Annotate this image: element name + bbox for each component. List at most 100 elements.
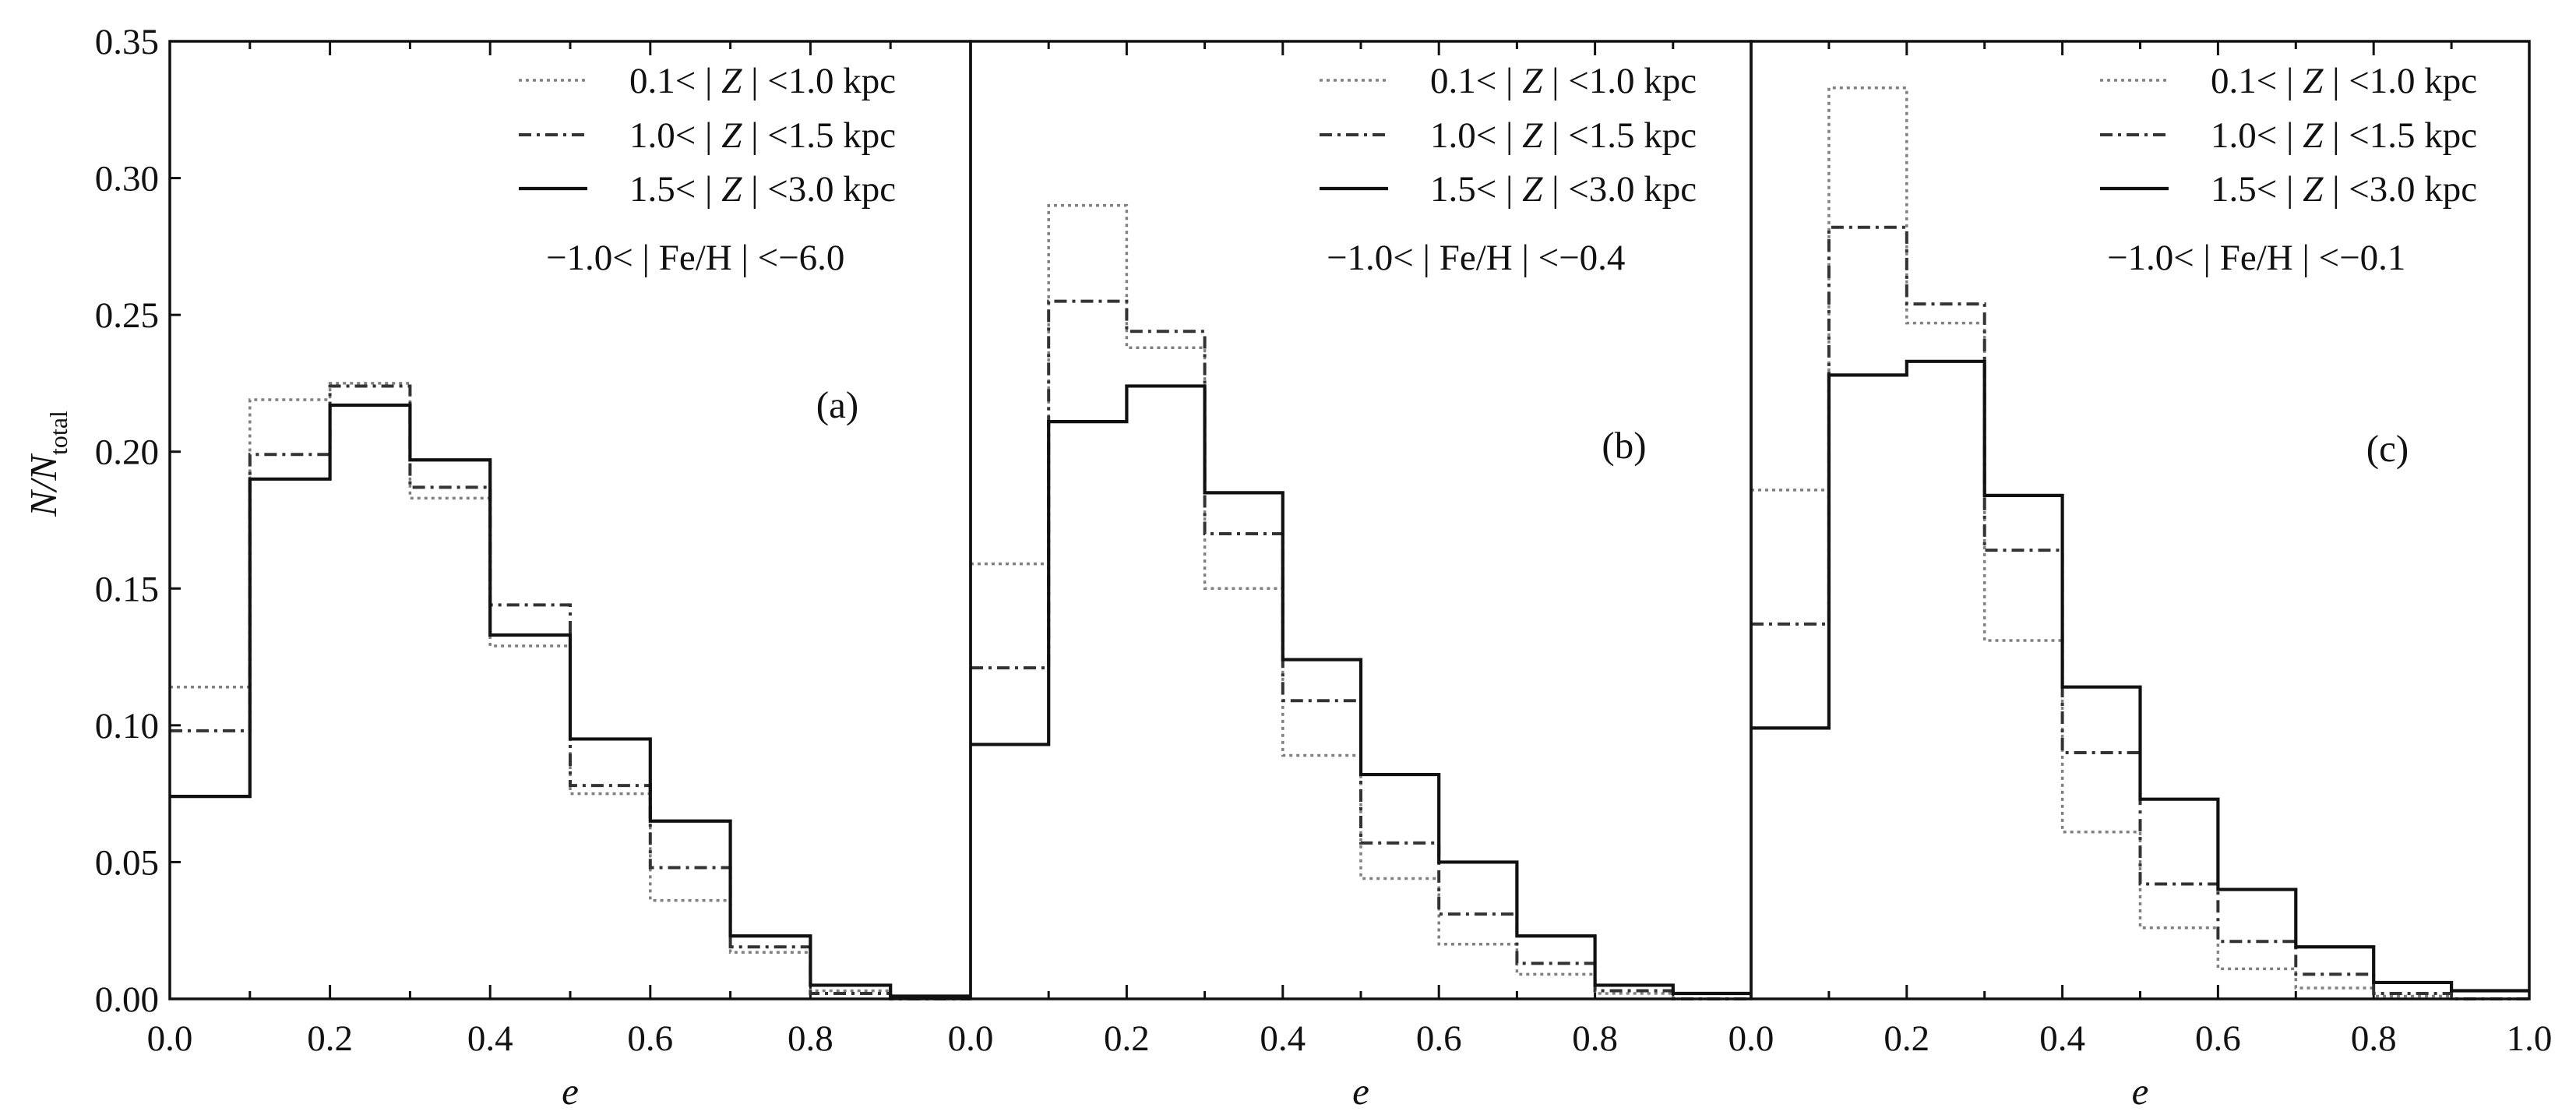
metallicity-part: <−0.1 <box>2319 238 2406 278</box>
legend-entry-part: 0.1< <box>2211 61 2277 101</box>
legend-entry-part: <3.0 kpc <box>2349 169 2477 210</box>
y-tick-label: 0.25 <box>95 295 159 336</box>
metallicity-part: −1.0< <box>546 238 633 278</box>
x-tick-label: 0.2 <box>1104 1018 1150 1059</box>
legend-entry-text: 1.0< | Z | <1.5 kpc <box>629 115 896 156</box>
metallicity-part: | <box>2194 238 2220 278</box>
histogram-step-series-3 <box>170 403 971 998</box>
metallicity-part: −1.0< <box>2107 238 2194 278</box>
legend-entry-text: 0.1< | Z | <1.0 kpc <box>2211 61 2477 101</box>
legend-entry-part: | <box>696 169 721 210</box>
panel-3 <box>1751 86 2529 1000</box>
metallicity-part: | <box>1513 238 1538 278</box>
legend-entry-part: <1.5 kpc <box>1568 115 1697 156</box>
x-tick-label: 0.6 <box>2195 1018 2241 1059</box>
legend-entry-part: <3.0 kpc <box>1568 169 1697 210</box>
legend-entry-part: | <box>742 115 767 156</box>
y-tick-label: 0.35 <box>95 22 159 62</box>
frames-layer <box>168 40 2531 1000</box>
metallicity-part: <−6.0 <box>758 238 845 278</box>
legend-entry-part: 0.1< <box>629 61 696 101</box>
panel-2 <box>971 203 1751 1000</box>
histogram-step-series-2 <box>971 299 1751 1000</box>
x-tick-label: 0.6 <box>1416 1018 1462 1059</box>
legend-entry-text: 0.1< | Z | <1.0 kpc <box>629 61 896 101</box>
legend-entry-part: <1.0 kpc <box>1568 61 1697 101</box>
legend-entry-part: 1.5< <box>629 169 696 210</box>
metallicity-part: <−0.4 <box>1538 238 1626 278</box>
legend-entry-part: | <box>2277 115 2303 156</box>
x-axis-title: e <box>1352 1070 1369 1113</box>
histogram-step-series-1 <box>1751 86 2529 1000</box>
x-tick-label: 0.4 <box>1260 1018 1306 1059</box>
legend-entry-part: | <box>742 61 767 101</box>
panel-label: (a) <box>816 383 858 426</box>
metallicity-part: | <box>1414 238 1440 278</box>
metallicity-part: −1.0< <box>1327 238 1414 278</box>
x-tick-label: 0.2 <box>1884 1018 1929 1059</box>
axes-layer <box>168 40 2531 1000</box>
x-tick-label: 0.4 <box>467 1018 513 1059</box>
legend-entry-part: | <box>696 115 721 156</box>
legend-entry-part: 1.0< <box>629 115 696 156</box>
legend-entry-part: Z <box>1522 61 1543 101</box>
y-tick-label: 0.30 <box>95 159 159 199</box>
metallicity-part: | <box>732 238 758 278</box>
legend-entry-part: Z <box>2303 115 2324 156</box>
x-tick-label: 0.4 <box>2039 1018 2085 1059</box>
y-axis-title-main: N/N <box>22 453 65 517</box>
y-tick-label: 0.00 <box>95 979 159 1020</box>
panel-1 <box>170 382 971 1000</box>
legend-entry-part: Z <box>721 169 742 210</box>
legend-entry-text: 1.0< | Z | <1.5 kpc <box>2211 115 2477 156</box>
legend-entry-part: | <box>2277 61 2303 101</box>
legend-entry-text: 1.0< | Z | <1.5 kpc <box>1430 115 1697 156</box>
legend-entry-part: 1.0< <box>1430 115 1496 156</box>
x-tick-label: 0.8 <box>2351 1018 2397 1059</box>
legend-entry-part: | <box>1496 169 1522 210</box>
histogram-steps-layer <box>170 86 2529 1000</box>
legend-entry-part: | <box>2323 61 2349 101</box>
metallicity-part: Fe/H <box>659 238 732 278</box>
legend-entry-text: 1.5< | Z | <3.0 kpc <box>1430 169 1697 210</box>
legend-entry-part: <1.5 kpc <box>767 115 896 156</box>
legend-entry-part: 1.5< <box>2211 169 2277 210</box>
legend-entry-part: Z <box>2303 169 2324 210</box>
metallicity-range-text: −1.0< | Fe/H | <−0.4 <box>1327 238 1625 278</box>
legend-entry-part: Z <box>1522 115 1543 156</box>
legend-entry-part: | <box>696 61 721 101</box>
legend-entry-part: <3.0 kpc <box>767 169 896 210</box>
legend-entry-part: | <box>742 169 767 210</box>
y-tick-label: 0.20 <box>95 432 159 473</box>
legend-entry-part: 0.1< <box>1430 61 1496 101</box>
x-tick-label: 0.0 <box>948 1018 994 1059</box>
labels-layer: 0.00 0.05 0.10 0.15 0.20 0.25 0.30 0.35 0.0 0.2 0.… <box>95 22 2553 1113</box>
y-axis-title: N/Ntotal <box>22 411 72 517</box>
metallicity-part: | <box>633 238 659 278</box>
legend-entry-part: | <box>2323 169 2349 210</box>
legend-entry-part: | <box>1542 115 1568 156</box>
histogram-step-series-2 <box>1751 225 2529 1000</box>
y-tick-label: 0.10 <box>95 706 159 746</box>
x-axis-title: e <box>2132 1070 2149 1113</box>
x-tick-label: 0.0 <box>1728 1018 1774 1059</box>
legend-entry-part: 1.5< <box>1430 169 1496 210</box>
legend-entry-part: | <box>2323 115 2349 156</box>
legend-entry-part: 1.0< <box>2211 115 2277 156</box>
metallicity-part: | <box>2293 238 2319 278</box>
legend-entry-part: <1.0 kpc <box>2349 61 2477 101</box>
histogram-step-series-1 <box>971 203 1751 1000</box>
y-axis-title-subscript: total <box>44 411 72 455</box>
x-tick-label: 0.8 <box>1572 1018 1618 1059</box>
metallicity-range-text: −1.0< | Fe/H | <−0.1 <box>2107 238 2405 278</box>
metallicity-range-text: −1.0< | Fe/H | <−6.0 <box>546 238 844 278</box>
x-tick-label: 0.0 <box>147 1018 193 1059</box>
panel-label: (c) <box>2366 427 2409 470</box>
metallicity-part: Fe/H <box>1440 238 1513 278</box>
x-tick-label: 0.2 <box>307 1018 353 1059</box>
x-tick-label: 0.6 <box>627 1018 673 1059</box>
x-tick-label: 0.8 <box>788 1018 833 1059</box>
